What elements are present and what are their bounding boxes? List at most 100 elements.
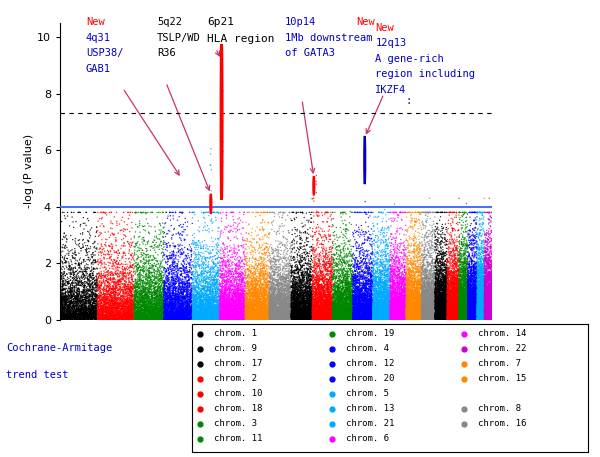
Point (362, 274, 372, 282)
Point (430, 280, 440, 287)
Point (175, 294, 185, 302)
Point (455, 300, 465, 308)
Point (427, 313, 436, 320)
Point (413, 287, 423, 295)
Point (154, 305, 164, 312)
Point (187, 305, 197, 312)
Point (331, 309, 341, 317)
Point (259, 246, 269, 254)
Point (449, 292, 459, 299)
Point (368, 305, 378, 313)
Point (322, 316, 332, 323)
Point (292, 314, 301, 321)
Point (383, 299, 393, 306)
Point (486, 314, 496, 321)
Point (430, 309, 440, 317)
Point (79, 306, 88, 314)
Point (338, 308, 347, 315)
Point (297, 315, 307, 323)
Point (460, 315, 470, 322)
Point (365, 303, 374, 311)
Point (452, 294, 462, 302)
Point (445, 306, 454, 314)
Point (418, 291, 428, 298)
Point (414, 288, 424, 295)
Point (453, 286, 463, 293)
Point (425, 316, 434, 323)
Point (392, 295, 401, 303)
Point (420, 311, 430, 318)
Point (296, 244, 305, 251)
Point (245, 313, 255, 320)
Point (109, 301, 119, 308)
Point (476, 314, 486, 321)
Point (146, 223, 156, 230)
Point (355, 276, 364, 284)
Point (195, 295, 205, 303)
Point (467, 294, 477, 302)
Point (369, 294, 379, 301)
Point (348, 302, 358, 309)
Point (445, 294, 454, 302)
Point (282, 235, 292, 243)
Point (127, 292, 137, 299)
Point (367, 308, 376, 315)
Point (476, 314, 485, 321)
Point (339, 289, 349, 297)
Point (464, 310, 474, 317)
Point (442, 314, 452, 321)
Point (444, 282, 454, 290)
Point (469, 309, 479, 317)
Point (194, 286, 204, 293)
Point (459, 279, 469, 287)
Point (341, 311, 351, 318)
Point (335, 295, 344, 303)
Point (107, 314, 117, 321)
Point (220, 312, 230, 319)
Point (433, 314, 442, 321)
Point (305, 308, 314, 316)
Point (144, 310, 154, 318)
Point (64, 304, 73, 311)
Point (199, 311, 209, 319)
Point (140, 314, 150, 321)
Point (446, 303, 456, 311)
Point (410, 308, 420, 316)
Point (433, 309, 442, 317)
Point (330, 314, 340, 321)
Point (461, 312, 471, 319)
Point (483, 310, 493, 318)
Point (112, 313, 121, 320)
Point (426, 209, 436, 216)
Point (467, 316, 477, 323)
Point (246, 280, 256, 287)
Point (144, 310, 154, 317)
Point (480, 287, 490, 295)
Point (220, 284, 230, 292)
Point (366, 272, 376, 279)
Point (337, 297, 346, 304)
Point (385, 306, 395, 313)
Point (182, 305, 191, 312)
Point (266, 311, 275, 319)
Point (382, 209, 392, 216)
Point (425, 314, 435, 321)
Point (188, 291, 197, 298)
Point (310, 300, 320, 307)
Point (484, 315, 493, 323)
Point (482, 282, 491, 289)
Point (485, 281, 494, 288)
Point (167, 309, 176, 317)
Point (461, 274, 470, 282)
Point (460, 236, 469, 244)
Point (268, 313, 278, 320)
Point (370, 294, 379, 301)
Point (124, 285, 133, 292)
Point (427, 306, 437, 314)
Point (335, 296, 345, 303)
Point (419, 304, 429, 312)
Point (120, 310, 130, 317)
Point (415, 313, 425, 320)
Point (299, 290, 308, 298)
Point (79, 309, 89, 317)
